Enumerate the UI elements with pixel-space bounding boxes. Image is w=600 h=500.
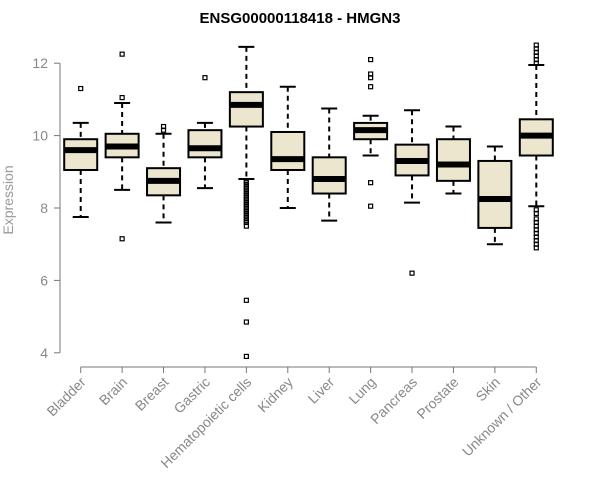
iqr-box: [435, 138, 471, 182]
box-hematopoietic-cells: [228, 45, 264, 360]
x-tick-label: Bladder: [43, 374, 89, 420]
box-kidney: [270, 85, 306, 209]
outlier-point: [368, 203, 374, 209]
box-brain: [104, 51, 140, 242]
iqr-box: [187, 129, 223, 159]
x-tick-label: Breast: [132, 374, 172, 414]
y-tick-label: 12: [32, 55, 48, 71]
outlier-point: [243, 223, 249, 229]
outlier-point: [368, 180, 374, 186]
iqr-box: [228, 91, 264, 128]
box-pancreas: [394, 109, 430, 276]
chart-title: ENSG00000118418 - HMGN3: [200, 10, 401, 27]
y-tick-label: 4: [40, 345, 48, 361]
x-tick-label: Unknown / Other: [459, 374, 545, 460]
y-axis: 4 6 8 10 12: [32, 55, 61, 361]
box-breast: [146, 123, 182, 224]
box-bladder: [63, 85, 99, 219]
outlier-point: [243, 297, 249, 303]
iqr-box: [270, 130, 306, 171]
box-skin: [477, 145, 513, 246]
box-series: [63, 42, 554, 360]
outlier-point: [533, 245, 539, 251]
outlier-point: [533, 210, 539, 217]
box-lung: [353, 56, 389, 209]
outlier-point: [119, 94, 125, 101]
iqr-box: [63, 138, 99, 171]
outlier-point: [202, 75, 208, 81]
y-tick-label: 10: [32, 128, 48, 144]
y-tick-label: 8: [40, 200, 48, 216]
outlier-point: [160, 123, 167, 130]
x-tick-label: Skin: [472, 374, 503, 405]
y-tick-label: 6: [40, 272, 48, 288]
box-gastric: [187, 75, 223, 190]
x-tick-label: Brain: [96, 374, 130, 408]
iqr-box: [311, 156, 347, 195]
y-axis-label: Expression: [0, 165, 16, 234]
x-tick-label: Prostate: [413, 374, 461, 422]
outlier-point: [368, 71, 374, 77]
outlier-point: [78, 85, 84, 92]
outlier-point: [409, 270, 415, 276]
outlier-point: [119, 236, 125, 242]
outlier-point: [368, 56, 374, 63]
outlier-point: [243, 319, 249, 325]
box-unknown-other: [518, 42, 554, 251]
box-prostate: [435, 125, 471, 195]
outlier-point: [533, 42, 539, 48]
x-tick-label: Liver: [305, 374, 338, 407]
outlier-point: [368, 84, 374, 90]
box-liver: [311, 107, 347, 222]
iqr-box: [477, 159, 513, 229]
x-tick-label: Lung: [345, 374, 378, 407]
outlier-point: [243, 353, 249, 360]
outlier-point: [119, 51, 125, 57]
x-tick-label: Kidney: [254, 374, 296, 416]
